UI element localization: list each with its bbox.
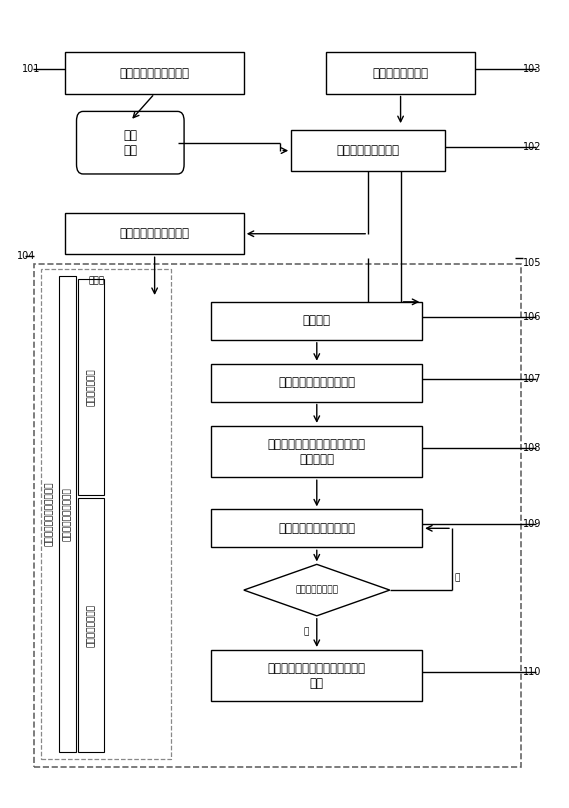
FancyBboxPatch shape: [76, 112, 184, 174]
Text: 103: 103: [523, 64, 541, 74]
Bar: [211, 364, 422, 402]
Text: 在内存表上进行逻辑运算: 在内存表上进行逻辑运算: [278, 522, 355, 535]
Text: 是: 是: [303, 627, 308, 636]
Bar: [65, 213, 244, 255]
Text: 创建内存表，将格式化后数据载
入内存表中: 创建内存表，将格式化后数据载 入内存表中: [268, 437, 366, 465]
Text: 编制基本逻辑运算模板: 编制基本逻辑运算模板: [119, 66, 189, 79]
Text: 主线程: 主线程: [89, 277, 105, 286]
Text: 字符串逻辑分析客户端: 字符串逻辑分析客户端: [119, 227, 189, 240]
Text: 结果反馈多线程: 结果反馈多线程: [87, 368, 96, 406]
Bar: [42, 273, 57, 755]
Bar: [211, 426, 422, 478]
Text: 配置逻辑运算表达式: 配置逻辑运算表达式: [337, 144, 399, 157]
Text: 102: 102: [522, 141, 541, 152]
Text: 释放内存表，生成逻辑分析结果
数据: 释放内存表，生成逻辑分析结果 数据: [268, 662, 366, 689]
Bar: [211, 302, 422, 340]
Bar: [79, 498, 104, 752]
Text: 101: 101: [22, 64, 40, 74]
Bar: [291, 130, 445, 171]
Bar: [211, 650, 422, 701]
Text: 110: 110: [523, 667, 541, 676]
Text: 逻辑运算工多线程: 逻辑运算工多线程: [87, 604, 96, 646]
Text: 104: 104: [17, 251, 35, 261]
Text: 106: 106: [523, 312, 541, 322]
Text: 逻辑模板处理字符串的方法: 逻辑模板处理字符串的方法: [45, 482, 53, 546]
Bar: [79, 279, 104, 494]
Text: 107: 107: [522, 373, 541, 384]
Bar: [59, 276, 76, 752]
Text: 105: 105: [523, 258, 542, 267]
Text: 服务接口: 服务接口: [303, 314, 331, 327]
Text: 字符串逻辑分析服务器: 字符串逻辑分析服务器: [63, 487, 72, 541]
Text: 待分析字符串数据格式化: 待分析字符串数据格式化: [278, 376, 355, 389]
Text: 逻辑序列是否为空: 逻辑序列是否为空: [295, 586, 339, 595]
Bar: [65, 53, 244, 94]
Text: 待分析字符串样本: 待分析字符串样本: [373, 66, 428, 79]
Bar: [326, 53, 475, 94]
Text: 108: 108: [523, 443, 541, 452]
Text: 109: 109: [523, 520, 541, 529]
Bar: [211, 509, 422, 547]
Text: 存储
介质: 存储 介质: [123, 128, 137, 157]
Bar: [34, 264, 521, 767]
Polygon shape: [244, 564, 390, 616]
Text: 否: 否: [455, 574, 460, 583]
Bar: [41, 269, 171, 759]
